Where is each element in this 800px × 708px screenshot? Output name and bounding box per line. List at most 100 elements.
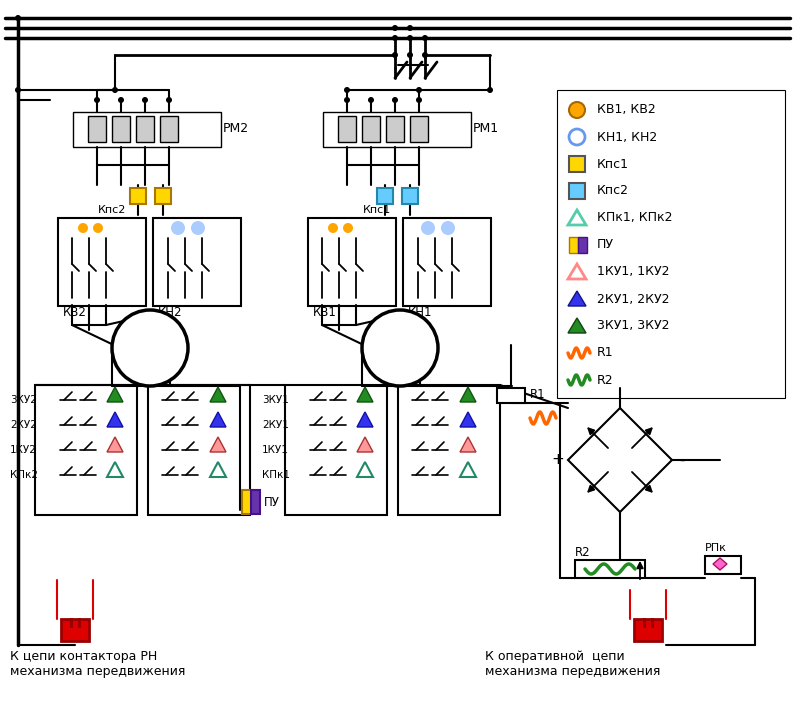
Bar <box>410 116 428 142</box>
Bar <box>285 385 387 515</box>
Bar <box>377 188 393 204</box>
Bar <box>136 116 154 142</box>
Text: Кпс1: Кпс1 <box>597 157 629 171</box>
Circle shape <box>94 97 100 103</box>
Bar <box>578 237 587 253</box>
Circle shape <box>344 97 350 103</box>
Bar <box>160 116 178 142</box>
Polygon shape <box>460 387 476 402</box>
Text: -: - <box>679 452 685 467</box>
Polygon shape <box>568 318 586 333</box>
Polygon shape <box>460 412 476 427</box>
Circle shape <box>407 52 413 58</box>
Bar <box>386 116 404 142</box>
Circle shape <box>441 221 455 235</box>
Bar <box>403 218 491 306</box>
Polygon shape <box>107 387 123 402</box>
Polygon shape <box>357 412 373 427</box>
Circle shape <box>166 97 172 103</box>
Bar <box>242 490 252 514</box>
Circle shape <box>191 221 205 235</box>
Circle shape <box>78 223 88 233</box>
Bar <box>569 156 585 172</box>
Polygon shape <box>107 437 123 452</box>
Bar <box>569 237 578 253</box>
Circle shape <box>569 102 585 118</box>
Circle shape <box>171 221 185 235</box>
Text: 1КУ1, 1КУ2: 1КУ1, 1КУ2 <box>597 266 670 278</box>
Polygon shape <box>357 387 373 402</box>
Circle shape <box>392 97 398 103</box>
Polygon shape <box>568 210 586 225</box>
Circle shape <box>93 223 103 233</box>
Bar <box>155 188 171 204</box>
Circle shape <box>421 221 435 235</box>
Bar <box>251 490 260 514</box>
Circle shape <box>328 223 338 233</box>
Polygon shape <box>568 264 586 279</box>
Bar <box>362 116 380 142</box>
Text: 3КУ1, 3КУ2: 3КУ1, 3КУ2 <box>597 319 670 333</box>
Text: 1КУ1: 1КУ1 <box>262 445 289 455</box>
Bar <box>58 218 146 306</box>
Polygon shape <box>634 619 662 641</box>
Text: 2КУ1, 2КУ2: 2КУ1, 2КУ2 <box>597 292 670 305</box>
Circle shape <box>392 52 398 58</box>
Text: Кпс2: Кпс2 <box>98 205 126 215</box>
Bar <box>575 560 645 578</box>
Text: РМ2: РМ2 <box>223 122 249 135</box>
Text: R1: R1 <box>597 346 614 360</box>
Bar <box>557 90 785 398</box>
Polygon shape <box>568 408 672 512</box>
Text: R1: R1 <box>530 389 546 401</box>
Circle shape <box>416 97 422 103</box>
Text: КПк1: КПк1 <box>262 470 290 480</box>
Polygon shape <box>107 462 123 477</box>
Text: 2КУ1: 2КУ1 <box>262 420 289 430</box>
Circle shape <box>392 35 398 41</box>
Text: +: + <box>552 452 564 467</box>
Polygon shape <box>61 619 89 641</box>
Text: К оперативной  цепи
механизма передвижения: К оперативной цепи механизма передвижени… <box>485 650 660 678</box>
Circle shape <box>407 35 413 41</box>
Bar <box>338 116 356 142</box>
Polygon shape <box>210 387 226 402</box>
Circle shape <box>343 223 353 233</box>
Text: 3КУ1: 3КУ1 <box>262 395 289 405</box>
Text: КВ1: КВ1 <box>313 307 337 319</box>
Circle shape <box>118 97 124 103</box>
Circle shape <box>487 87 493 93</box>
Polygon shape <box>357 462 373 477</box>
Bar <box>130 188 146 204</box>
Text: РПк: РПк <box>705 543 727 553</box>
Bar <box>398 385 500 515</box>
Bar <box>402 188 418 204</box>
Bar <box>323 112 471 147</box>
Text: КВ2: КВ2 <box>63 307 87 319</box>
Bar <box>148 385 250 515</box>
Text: ПУ: ПУ <box>264 496 280 508</box>
Text: 1КУ2: 1КУ2 <box>10 445 37 455</box>
Bar <box>73 112 221 147</box>
Bar <box>35 385 137 515</box>
Bar <box>569 183 585 199</box>
Bar <box>308 218 396 306</box>
Bar <box>153 218 241 306</box>
Polygon shape <box>568 291 586 306</box>
Polygon shape <box>210 412 226 427</box>
Text: КН2: КН2 <box>158 307 182 319</box>
Polygon shape <box>210 437 226 452</box>
Circle shape <box>142 97 148 103</box>
Text: ПУ: ПУ <box>597 239 614 251</box>
Circle shape <box>422 52 428 58</box>
Circle shape <box>112 87 118 93</box>
Polygon shape <box>210 462 226 477</box>
Circle shape <box>15 87 21 93</box>
Text: Кпс1: Кпс1 <box>363 205 391 215</box>
Text: КВ1, КВ2: КВ1, КВ2 <box>597 103 656 117</box>
Circle shape <box>344 87 350 93</box>
Bar <box>705 556 741 574</box>
Polygon shape <box>713 558 727 570</box>
Circle shape <box>368 97 374 103</box>
Text: К цепи контактора РН
механизма передвижения: К цепи контактора РН механизма передвиже… <box>10 650 186 678</box>
